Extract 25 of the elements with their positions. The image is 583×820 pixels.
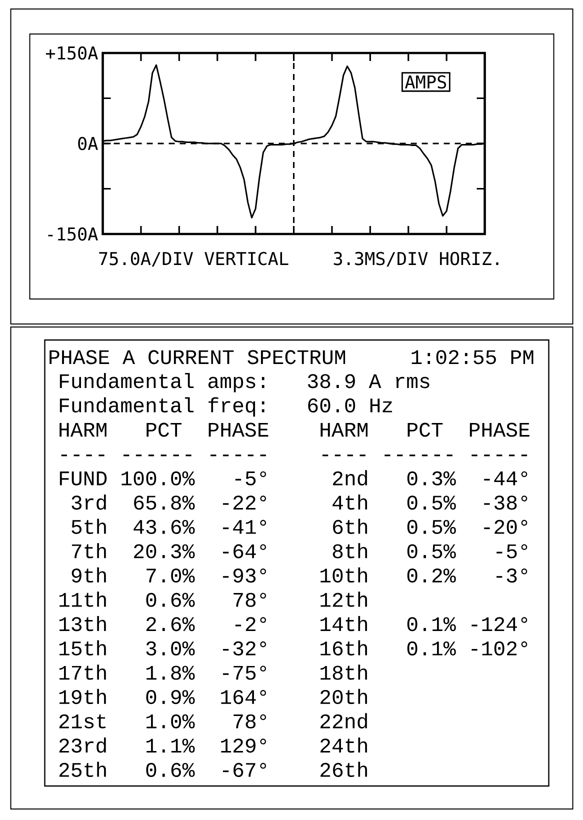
text: ---- ------ ----- ---- ------ -----: [61, 454, 528, 456]
annotation: AMPS: [405, 75, 446, 89]
text: HARM PCT PHASE HARM PCT PHASE: [60, 422, 530, 437]
text: 13th 2.6% -2° 14th 0.1% -124°: [60, 616, 528, 632]
text: 3rd 65.8% -22° 4th 0.5% -38°: [72, 494, 528, 510]
text: Fundamental amps: 38.9 A rms: [60, 372, 430, 392]
text: 25th 0.6% -67° 26th: [60, 762, 368, 777]
text: 23rd 1.1% 129° 24th: [60, 737, 368, 753]
text: 15th 3.0% -32° 16th 0.1% -102°: [60, 640, 528, 656]
text: FUND 100.0% -5° 2nd 0.3% -44°: [60, 470, 528, 486]
text: 21st 1.0% 78° 22nd: [60, 713, 368, 728]
text: 17th 1.8% -75° 18th: [60, 664, 368, 680]
text: 19th 0.9% 164° 20th: [60, 688, 368, 704]
text: 11th 0.6% 78° 12th: [60, 592, 368, 607]
text: Fundamental freq: 60.0 Hz: [60, 397, 392, 417]
y-tick-label: 0A: [78, 136, 98, 150]
text: 9th 7.0% -93° 10th 0.2% -3°: [72, 567, 528, 583]
y-tick-label: -150A: [48, 227, 98, 241]
text: 1:02:55 PM: [412, 350, 534, 364]
text: 75.0A/DIV VERTICAL: [99, 252, 288, 267]
text: 7th 20.3% -64° 8th 0.5% -5°: [72, 543, 528, 558]
text: 5th 43.6% -41° 6th 0.5% -20°: [72, 518, 528, 534]
text: PHASE A CURRENT SPECTRUM: [50, 350, 346, 364]
y-tick-label: +150A: [46, 46, 98, 60]
text: 3.3MS/DIV HORIZ.: [334, 252, 498, 267]
